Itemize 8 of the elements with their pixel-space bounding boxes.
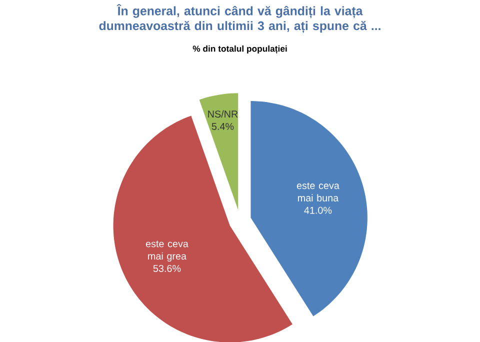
slice-label: este ceva mai buna	[296, 182, 340, 202]
chart-title: În general, atunci când vă gândiți la viața dumneavoastră din ultimii 3 ani, ați spune că ...	[99, 4, 380, 33]
data-label: 53.6%	[153, 264, 181, 272]
slice-label: este ceva mai grea	[146, 240, 188, 262]
chart-subtitle: % din totalul populației	[192, 45, 287, 54]
slice-label: NS/NR	[208, 110, 238, 118]
data-label: 41.0%	[304, 206, 332, 214]
data-label: 5.4%	[212, 122, 234, 130]
